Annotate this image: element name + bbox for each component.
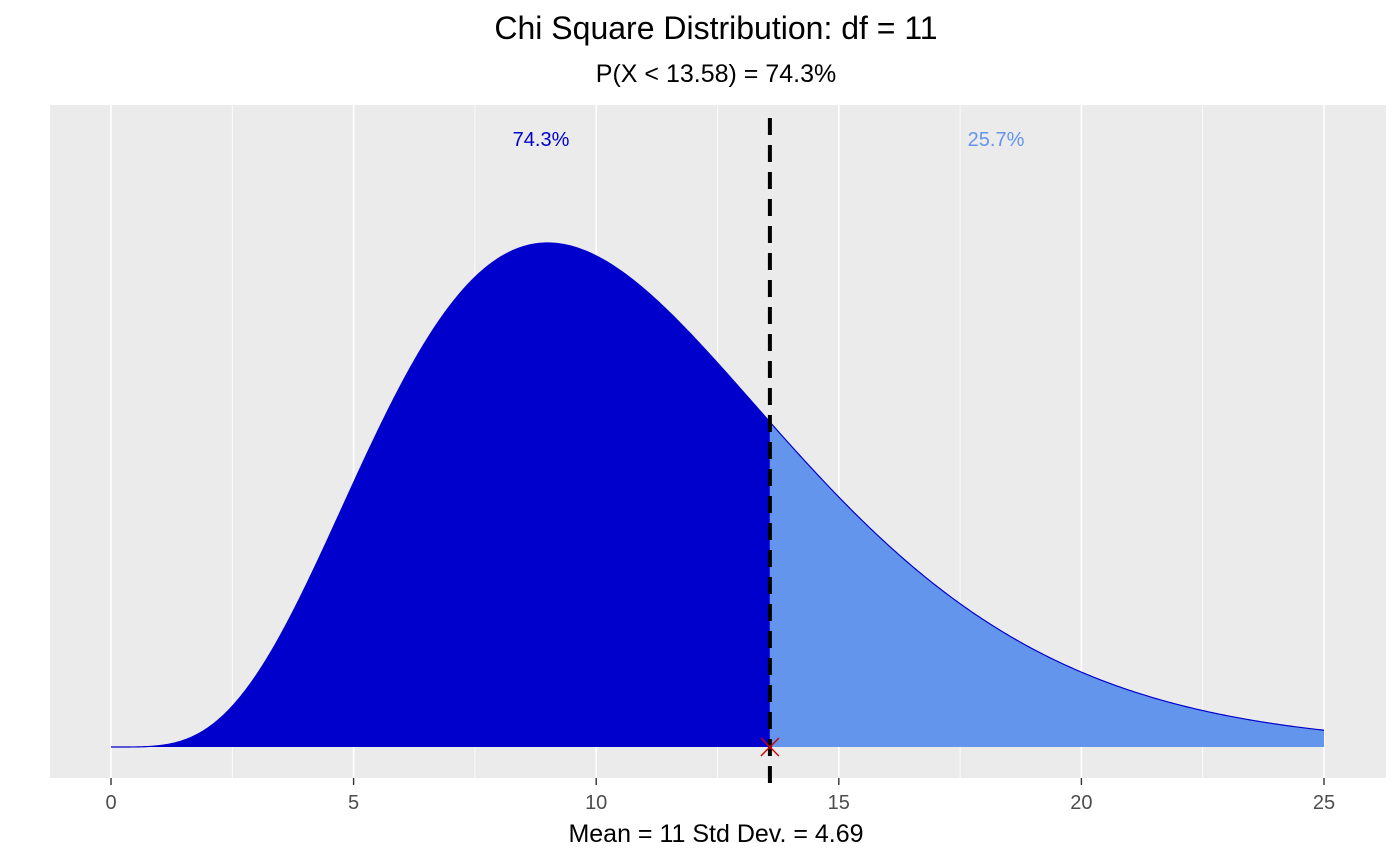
x-tick-label: 25	[1313, 792, 1335, 814]
right-area-label: 25.7%	[968, 129, 1025, 151]
x-tick-label: 20	[1070, 792, 1092, 814]
x-tick-label: 10	[585, 792, 607, 814]
density-curve	[111, 242, 1325, 748]
area-region-right	[769, 422, 1324, 747]
x-tick-label: 5	[348, 792, 359, 814]
area-region-left	[111, 243, 770, 747]
chart-title: Chi Square Distribution: df = 11	[494, 10, 938, 46]
chart-subtitle: P(X < 13.58) = 74.3%	[595, 60, 837, 88]
critical-value-marker	[760, 737, 780, 757]
x-tick-label: 0	[105, 792, 116, 814]
x-axis-label: Mean = 11 Std Dev. = 4.69	[568, 820, 864, 848]
x-tick-label: 15	[828, 792, 850, 814]
left-area-label: 74.3%	[513, 129, 570, 151]
